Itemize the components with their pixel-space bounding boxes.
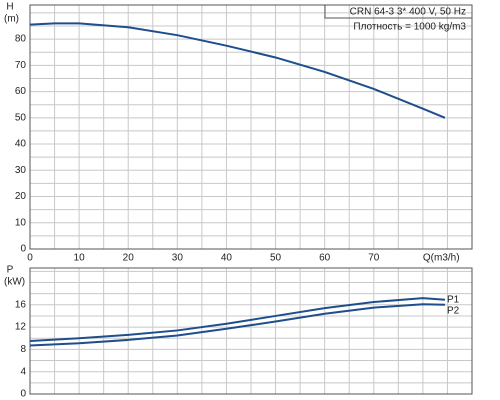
info-box (324, 4, 473, 19)
y-tick-label: 20 (15, 191, 27, 202)
x-tick-label: 30 (172, 253, 184, 264)
y-tick-label: 10 (15, 217, 27, 228)
x-tick-label: Q(m3/h) (423, 253, 460, 264)
y-tick-label: 0 (20, 389, 26, 400)
x-tick-label: 0 (27, 253, 33, 264)
plot-frame (29, 4, 473, 250)
y-axis-label: P (7, 265, 14, 276)
y-tick-label: 70 (15, 60, 27, 71)
curve (29, 22, 446, 119)
y-tick-label: 50 (15, 112, 27, 123)
y-tick-label: 16 (15, 299, 27, 310)
y-tick-label: 8 (20, 344, 26, 355)
y-tick-label: 30 (15, 165, 27, 176)
y-tick-label: 0 (20, 244, 26, 255)
x-tick-label: 50 (270, 253, 282, 264)
x-tick-label: 10 (74, 253, 86, 264)
y-tick-label: 12 (15, 322, 27, 333)
y-axis-label: H (6, 2, 13, 13)
annotation: Плотность = 1000 kg/m3 (353, 22, 466, 33)
x-tick-label: 40 (221, 253, 233, 264)
x-tick-label: 70 (368, 253, 380, 264)
plot-frame (29, 267, 473, 395)
curve (29, 303, 446, 347)
x-tick-label: 20 (123, 253, 135, 264)
y-tick-label: 80 (15, 34, 27, 45)
annotation: CRN 64-3 3* 400 V, 50 Hz (350, 7, 466, 18)
series-label: P1 (447, 294, 460, 305)
curve (29, 297, 446, 343)
y-axis-unit: (m) (4, 14, 19, 25)
y-tick-label: 40 (15, 139, 27, 150)
series-label: P2 (447, 305, 460, 316)
y-axis-unit: (kW) (4, 277, 25, 288)
y-tick-label: 60 (15, 86, 27, 97)
y-tick-label: 4 (20, 366, 26, 377)
x-tick-label: 60 (319, 253, 331, 264)
